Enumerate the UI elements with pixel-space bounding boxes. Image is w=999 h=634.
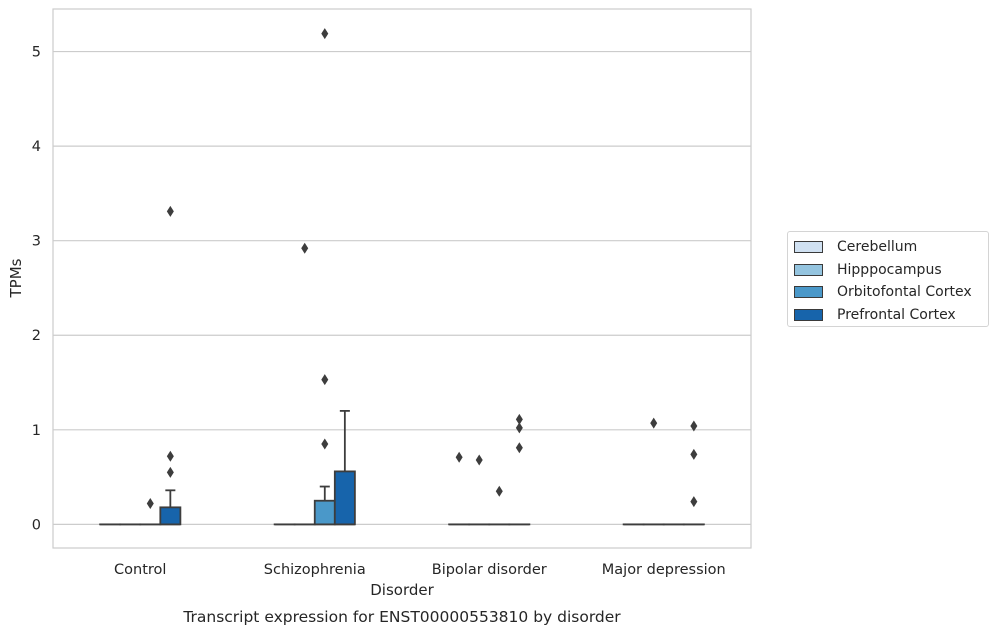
outlier-schizophrenia-orbitofontal-cortex-2	[321, 28, 329, 40]
y-tick-label-5: 5	[32, 45, 41, 61]
x-axis-ticks: Control Schizophrenia Bipolar disorder Majo…	[114, 562, 726, 578]
box-control-prefrontal-cortex	[159, 506, 182, 526]
outlier-major-depression-prefrontal-cortex-0	[690, 496, 698, 508]
outlier-major-depression-hipppocampus-0	[650, 417, 658, 429]
legend-swatch-cerebellum	[794, 241, 823, 254]
outlier-control-prefrontal-cortex-2	[166, 205, 174, 217]
x-tick-label-control: Control	[114, 562, 166, 578]
legend-label-hipppocampus: Hipppocampus	[837, 261, 942, 278]
y-tick-label-3: 3	[32, 234, 41, 250]
outlier-bipolar-disorder-hipppocampus-0	[475, 454, 483, 466]
outlier-control-prefrontal-cortex-1	[166, 450, 174, 462]
legend-swatch-hipppocampus	[794, 263, 823, 276]
y-tick-label-4: 4	[32, 139, 41, 155]
box-schizophrenia-orbitofontal-cortex	[313, 499, 336, 526]
legend-label-orbitofontal-cortex: Orbitofontal Cortex	[837, 284, 972, 301]
legend-item-prefrontal-cortex: Prefrontal Cortex	[794, 304, 988, 327]
outlier-bipolar-disorder-prefrontal-cortex-1	[515, 422, 523, 434]
legend-item-hipppocampus: Hipppocampus	[794, 259, 988, 282]
legend-swatch-orbitofontal-cortex	[794, 286, 823, 299]
plot-area-frame	[52, 8, 752, 549]
outlier-bipolar-disorder-prefrontal-cortex-0	[515, 442, 523, 454]
outlier-schizophrenia-hipppocampus-0	[301, 242, 309, 254]
y-axis-label: TPMs	[7, 258, 25, 298]
outlier-major-depression-prefrontal-cortex-2	[690, 420, 698, 432]
x-axis-label: Disorder	[370, 581, 434, 599]
outlier-bipolar-disorder-cerebellum-0	[455, 451, 463, 463]
y-tick-label-1: 1	[32, 423, 41, 439]
x-tick-label-major-depression: Major depression	[602, 562, 726, 578]
outlier-schizophrenia-orbitofontal-cortex-1	[321, 374, 329, 386]
legend-item-cerebellum: Cerebellum	[794, 236, 988, 259]
outlier-bipolar-disorder-orbitofontal-cortex-0	[495, 485, 503, 497]
legend-label-cerebellum: Cerebellum	[837, 239, 918, 256]
plot-area-background	[53, 9, 751, 548]
chart-title: Transcript expression for ENST0000055381…	[182, 608, 621, 626]
outlier-bipolar-disorder-prefrontal-cortex-2	[515, 413, 523, 425]
y-axis-ticks: 0 1 2 3 4 5	[32, 45, 41, 534]
x-tick-label-schizophrenia: Schizophrenia	[264, 562, 366, 578]
outlier-major-depression-prefrontal-cortex-1	[690, 448, 698, 460]
boxes	[99, 28, 705, 526]
legend-item-orbitofontal-cortex: Orbitofontal Cortex	[794, 281, 988, 304]
y-tick-label-0: 0	[32, 517, 41, 533]
legend-swatch-prefrontal-cortex	[794, 308, 823, 321]
legend-label-prefrontal-cortex: Prefrontal Cortex	[837, 306, 956, 323]
outlier-control-prefrontal-cortex-0	[166, 466, 174, 478]
x-tick-label-bipolar-disorder: Bipolar disorder	[432, 562, 547, 578]
box-schizophrenia-prefrontal-cortex	[333, 470, 356, 526]
outlier-schizophrenia-orbitofontal-cortex-0	[321, 438, 329, 450]
outlier-control-orbitofontal-cortex-0	[146, 498, 154, 510]
legend: Cerebellum Hipppocampus Orbitofontal Cor…	[787, 231, 989, 327]
y-tick-label-2: 2	[32, 328, 41, 344]
